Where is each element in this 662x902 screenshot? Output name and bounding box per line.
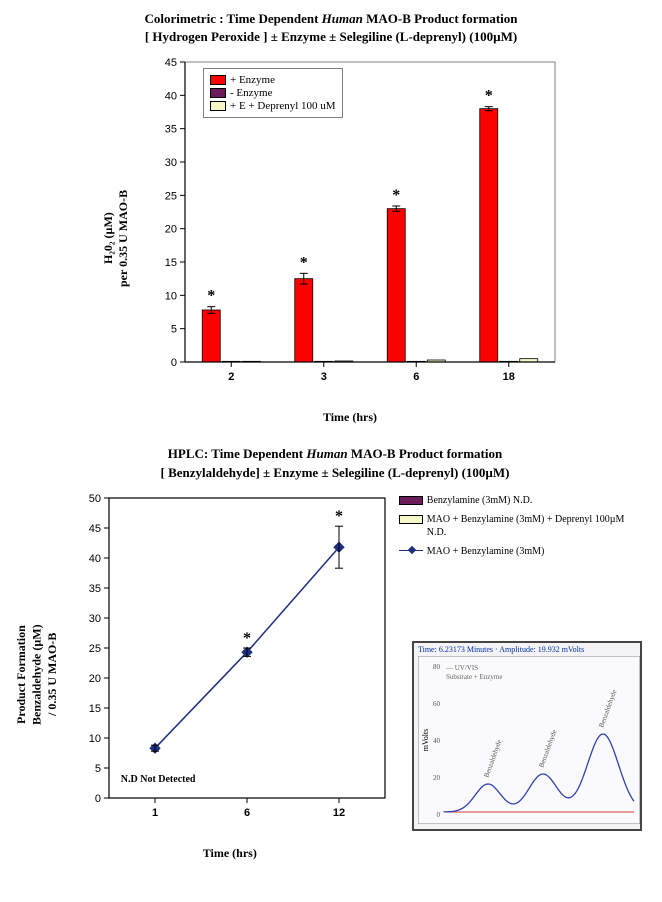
svg-text:*: * xyxy=(243,630,251,647)
panel2-ylabel: Product Formation Benzaldehyde (µM) / 0.… xyxy=(10,488,65,861)
legend-swatch xyxy=(210,88,226,98)
legend-label: + E + Deprenyl 100 uM xyxy=(230,100,336,112)
svg-text:20: 20 xyxy=(165,224,177,236)
panel2-xlabel: Time (hrs) xyxy=(65,846,395,861)
p1-title-l1b: Human xyxy=(322,11,363,26)
svg-text:10: 10 xyxy=(89,733,101,745)
nd-note: N.D Not Detected xyxy=(121,774,196,785)
svg-text:15: 15 xyxy=(89,703,101,715)
inset-header: Time: 6.23173 Minutes · Amplitude: 19.93… xyxy=(414,643,640,656)
svg-text:35: 35 xyxy=(165,124,177,136)
svg-text:0: 0 xyxy=(95,793,101,805)
svg-text:35: 35 xyxy=(89,583,101,595)
p2-title-l2: [ Benzylaldehyde] ± Enzyme ± Selegiline … xyxy=(160,465,509,480)
inset-svg: mVolts 0 20 40 60 80 — UV/VISSubstrate + Enzym… xyxy=(418,656,640,824)
svg-text:80: 80 xyxy=(433,663,441,671)
p2-yl2: Benzaldehyde (µM) xyxy=(30,624,46,725)
svg-text:15: 15 xyxy=(165,257,177,269)
panel1-plot-col: 0 5 10 15 20 25 30 35 40 45 2 * 3 * 6 * 18 * + Enzyme- En… xyxy=(135,52,565,425)
svg-text:20: 20 xyxy=(433,774,441,782)
svg-text:5: 5 xyxy=(95,763,101,775)
svg-text:10: 10 xyxy=(165,291,177,303)
panel1-chart-wrap: H₂0₂ (µM) per 0.35 U MAO-B 0 5 10 15 20 25 30 3… xyxy=(51,52,611,425)
legend-swatch xyxy=(210,75,226,85)
panel2-plot-col: 0 5 10 15 20 25 30 35 40 45 50 1 6 12 * * N.D Not Detec… xyxy=(65,488,395,861)
svg-text:— UV/VIS: — UV/VIS xyxy=(445,664,478,672)
legend-item: MAO + Benzylamine (3mM) + Deprenyl 100µM… xyxy=(399,513,646,539)
panel-hplc: HPLC: Time Dependent Human MAO-B Product… xyxy=(10,445,650,860)
legend-item: + E + Deprenyl 100 uM xyxy=(210,100,336,112)
panel2-legend: Benzylamine (3mM) N.D. MAO + Benzylamine … xyxy=(395,488,650,570)
svg-text:2: 2 xyxy=(228,371,234,383)
svg-text:6: 6 xyxy=(244,807,250,819)
legend-item: - Enzyme xyxy=(210,87,336,99)
svg-text:18: 18 xyxy=(503,371,515,383)
svg-text:12: 12 xyxy=(333,807,345,819)
hplc-inset: Time: 6.23173 Minutes · Amplitude: 19.93… xyxy=(412,641,642,831)
legend-swatch xyxy=(399,496,423,505)
p1-title-l1c: MAO-B Product formation xyxy=(363,11,518,26)
svg-text:25: 25 xyxy=(89,643,101,655)
svg-text:20: 20 xyxy=(89,673,101,685)
legend-label: + Enzyme xyxy=(230,74,275,86)
svg-text:*: * xyxy=(485,88,493,105)
panel2-row: Product Formation Benzaldehyde (µM) / 0.… xyxy=(10,488,650,861)
p2-title-l1c: MAO-B Product formation xyxy=(348,446,503,461)
p1-title-l1a: Colorimetric : Time Dependent xyxy=(145,11,322,26)
legend-line-icon xyxy=(399,545,423,557)
p2-title-l1b: Human xyxy=(306,446,347,461)
legend-swatch xyxy=(210,101,226,111)
svg-text:30: 30 xyxy=(165,157,177,169)
panel2-title: HPLC: Time Dependent Human MAO-B Product… xyxy=(10,445,650,481)
svg-text:3: 3 xyxy=(321,371,327,383)
svg-text:*: * xyxy=(392,187,400,204)
legend-item: + Enzyme xyxy=(210,74,336,86)
legend-label: MAO + Benzylamine (3mM) xyxy=(427,545,545,558)
p2-title-l1a: HPLC: Time Dependent xyxy=(168,446,307,461)
panel1-xlabel: Time (hrs) xyxy=(135,410,565,425)
p1-yl2: per 0.35 U MAO-B xyxy=(116,190,131,287)
panel2-side: Benzylamine (3mM) N.D. MAO + Benzylamine … xyxy=(395,488,650,861)
p1-yl1: H₂0₂ (µM) xyxy=(101,190,116,287)
legend-label: Benzylamine (3mM) N.D. xyxy=(427,494,533,507)
svg-text:50: 50 xyxy=(89,493,101,505)
svg-text:30: 30 xyxy=(89,613,101,625)
svg-text:40: 40 xyxy=(165,91,177,103)
svg-text:45: 45 xyxy=(165,57,177,69)
panel1-legend: + Enzyme- Enzyme+ E + Deprenyl 100 uM xyxy=(203,68,343,118)
svg-text:*: * xyxy=(300,255,308,272)
legend-label: - Enzyme xyxy=(230,87,272,99)
svg-text:5: 5 xyxy=(171,324,177,336)
svg-text:25: 25 xyxy=(165,191,177,203)
legend-item: MAO + Benzylamine (3mM) xyxy=(399,545,646,558)
svg-text:1: 1 xyxy=(152,807,158,819)
svg-text:60: 60 xyxy=(433,700,441,708)
legend-swatch xyxy=(399,515,423,524)
svg-text:Substrate + Enzyme: Substrate + Enzyme xyxy=(446,673,502,681)
panel2-svg: 0 5 10 15 20 25 30 35 40 45 50 1 6 12 * * xyxy=(65,488,395,842)
page: Colorimetric : Time Dependent Human MAO-… xyxy=(0,0,662,891)
p2-yl3: / 0.35 U MAO-B xyxy=(45,624,61,725)
svg-text:45: 45 xyxy=(89,523,101,535)
svg-text:*: * xyxy=(207,288,215,305)
svg-text:0: 0 xyxy=(437,811,441,819)
legend-item: Benzylamine (3mM) N.D. xyxy=(399,494,646,507)
p1-title-l2: [ Hydrogen Peroxide ] ± Enzyme ± Selegil… xyxy=(145,29,517,44)
svg-text:6: 6 xyxy=(413,371,419,383)
svg-text:40: 40 xyxy=(433,737,441,745)
panel-colorimetric: Colorimetric : Time Dependent Human MAO-… xyxy=(51,10,611,425)
p2-yl1: Product Formation xyxy=(14,624,30,725)
svg-text:mVolts: mVolts xyxy=(421,728,430,751)
svg-text:0: 0 xyxy=(171,357,177,369)
svg-text:40: 40 xyxy=(89,553,101,565)
panel1-title: Colorimetric : Time Dependent Human MAO-… xyxy=(51,10,611,46)
svg-text:*: * xyxy=(335,508,343,525)
panel1-ylabel: H₂0₂ (µM) per 0.35 U MAO-B xyxy=(97,52,135,425)
panel1-svg: 0 5 10 15 20 25 30 35 40 45 2 * 3 * 6 * 18 * xyxy=(135,52,565,406)
legend-label: MAO + Benzylamine (3mM) + Deprenyl 100µM… xyxy=(427,513,646,539)
